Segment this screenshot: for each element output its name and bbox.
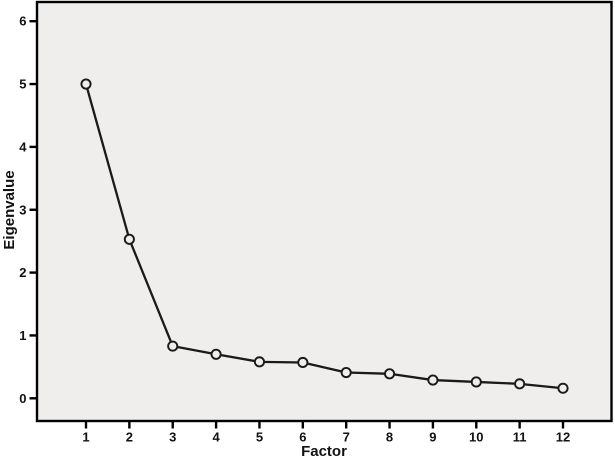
x-tick-label: 4 bbox=[212, 430, 220, 445]
data-point-marker bbox=[297, 356, 309, 369]
data-point-marker bbox=[514, 378, 526, 390]
x-tick-label: 9 bbox=[429, 430, 436, 445]
data-point-marker bbox=[210, 348, 222, 360]
x-tick-label: 6 bbox=[299, 430, 306, 445]
y-tick-label: 6 bbox=[19, 14, 26, 29]
data-point-marker bbox=[383, 368, 396, 380]
data-point-marker bbox=[427, 374, 439, 386]
data-point-marker bbox=[167, 340, 179, 352]
x-tick-label: 10 bbox=[469, 430, 483, 445]
y-axis-title: Eigenvalue bbox=[1, 170, 18, 249]
x-tick-label: 5 bbox=[256, 430, 263, 445]
x-tick-label: 12 bbox=[556, 430, 570, 445]
eigenvalue-line bbox=[84, 83, 564, 390]
data-point-marker bbox=[340, 366, 352, 379]
x-tick-label: 11 bbox=[513, 430, 527, 445]
data-point-marker bbox=[253, 356, 266, 368]
x-tick-label: 8 bbox=[386, 430, 393, 445]
x-tick-label: 2 bbox=[126, 430, 133, 445]
y-tick-label: 0 bbox=[19, 391, 26, 406]
y-tick-label: 4 bbox=[19, 139, 27, 154]
y-tick-label: 1 bbox=[19, 328, 26, 343]
data-point-marker bbox=[470, 376, 482, 388]
data-point-marker bbox=[80, 78, 92, 90]
x-axis-title: Factor bbox=[301, 443, 347, 460]
data-point-marker bbox=[557, 382, 569, 394]
x-tick-label: 1 bbox=[82, 430, 89, 445]
plot-area bbox=[35, 0, 613, 423]
data-point-marker bbox=[123, 233, 135, 245]
y-tick-label: 3 bbox=[19, 202, 26, 217]
x-tick-label: 7 bbox=[343, 430, 350, 445]
x-tick-label: 3 bbox=[169, 430, 176, 445]
y-tick-label: 2 bbox=[19, 265, 26, 280]
y-tick-label: 5 bbox=[19, 77, 26, 92]
